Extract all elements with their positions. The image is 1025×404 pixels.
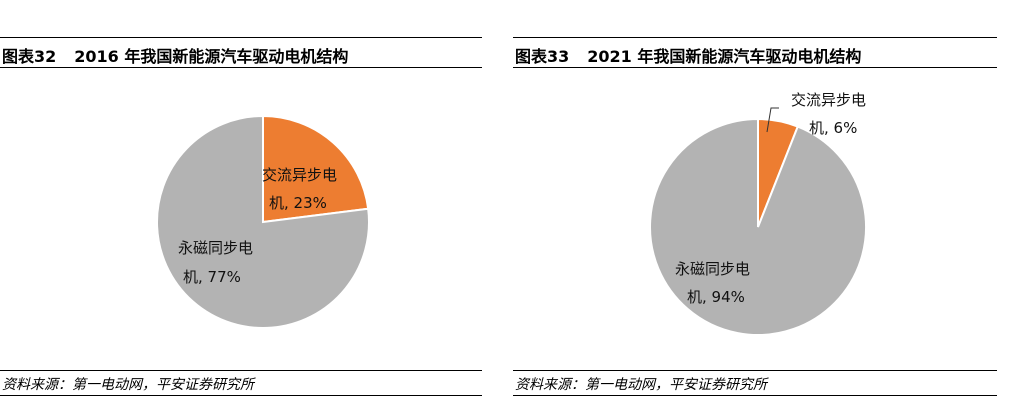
slice-label-pm-line1: 永磁同步电 bbox=[675, 260, 750, 278]
source-rule-top bbox=[0, 370, 482, 371]
slice-label-ac-line2: 机, 6% bbox=[809, 119, 857, 137]
pie-chart: 交流异步电 机, 6% 永磁同步电 机, 94% bbox=[649, 91, 868, 336]
figure-32: 图表32 2016 年我国新能源汽车驱动电机结构 交流异步电 机, 23% 永磁同… bbox=[0, 0, 482, 404]
figure-33: 图表33 2021 年我国新能源汽车驱动电机结构 交流异步电 机, 6% 永磁同步… bbox=[513, 0, 997, 404]
slice-label-ac-line1: 交流异步电 bbox=[262, 166, 337, 184]
figure-number: 图表33 bbox=[515, 47, 570, 66]
title-rule bbox=[0, 67, 482, 68]
source-note: 资料来源：第一电动网，平安证券研究所 bbox=[515, 377, 767, 393]
slice-label-ac-line2: 机, 23% bbox=[269, 194, 327, 212]
slice-label-pm-line2: 机, 77% bbox=[183, 268, 241, 286]
figure-title-text: 2016 年我国新能源汽车驱动电机结构 bbox=[74, 47, 349, 66]
slice-label-pm-line2: 机, 94% bbox=[687, 288, 745, 306]
source-note: 资料来源：第一电动网，平安证券研究所 bbox=[2, 377, 254, 393]
pie-slice-ac-motor bbox=[262, 114, 370, 224]
figure-number: 图表32 bbox=[2, 47, 57, 66]
title-rule bbox=[513, 67, 997, 68]
pie-chart: 交流异步电 机, 23% 永磁同步电 机, 77% bbox=[156, 114, 370, 329]
figure-title: 图表33 2021 年我国新能源汽车驱动电机结构 bbox=[515, 43, 861, 67]
source-rule-top bbox=[513, 370, 997, 371]
source-rule-bottom bbox=[0, 395, 482, 396]
top-rule bbox=[0, 37, 482, 38]
top-rule bbox=[513, 37, 997, 38]
slice-label-pm-line1: 永磁同步电 bbox=[178, 239, 253, 257]
figure-title: 图表32 2016 年我国新能源汽车驱动电机结构 bbox=[2, 43, 348, 67]
source-rule-bottom bbox=[513, 395, 997, 396]
leader-line bbox=[766, 107, 779, 133]
pie-slice-pm-motor bbox=[156, 114, 370, 329]
pie-slice-pm-motor bbox=[649, 117, 868, 336]
figure-title-text: 2021 年我国新能源汽车驱动电机结构 bbox=[587, 47, 862, 66]
slice-label-ac-line1: 交流异步电 bbox=[791, 91, 866, 109]
